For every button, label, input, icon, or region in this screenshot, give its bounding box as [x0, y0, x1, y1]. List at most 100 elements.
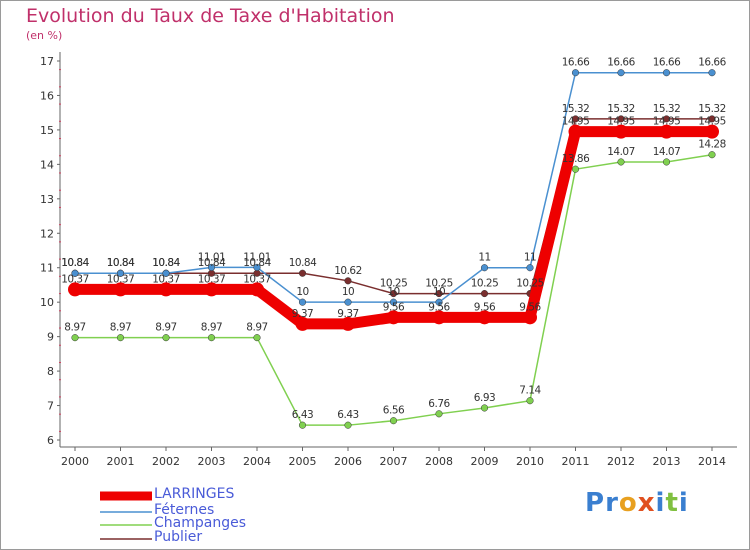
x-tick-label: 2003: [198, 455, 226, 468]
data-label: 10.25: [516, 278, 544, 290]
data-label: 6.43: [337, 409, 358, 421]
data-point: [659, 124, 674, 139]
data-point: [708, 151, 716, 159]
data-label: 14.95: [698, 116, 726, 128]
data-label: 10.25: [425, 278, 453, 290]
legend-swatch-feternes: [100, 511, 152, 513]
legend-swatch-larringes: [100, 491, 152, 501]
data-point: [432, 310, 446, 325]
x-tick-label: 2010: [516, 455, 544, 468]
data-label: 11: [478, 252, 490, 264]
y-tick-label: 14: [40, 158, 54, 171]
data-label: 15.32: [607, 103, 635, 115]
data-label: 10.84: [243, 257, 271, 269]
data-point: [571, 115, 580, 123]
data-point: [617, 158, 625, 166]
logo-letter: t: [665, 488, 679, 518]
data-label: 16.66: [653, 57, 681, 69]
data-point: [207, 263, 216, 271]
data-point: [253, 334, 261, 342]
legend-swatch-champanges: [100, 524, 152, 526]
legend-label-larringes: LARRINGES: [154, 486, 235, 502]
x-tick-label: 2014: [698, 455, 726, 468]
data-label: 9.56: [474, 301, 496, 313]
data-label: 10: [342, 286, 354, 298]
x-tick-label: 2001: [107, 455, 135, 468]
data-label: 8.97: [201, 322, 222, 334]
data-label: 10.84: [198, 257, 226, 269]
data-point: [116, 269, 125, 277]
data-label: 14.07: [607, 146, 635, 158]
data-label: 11.01: [243, 251, 271, 263]
data-point: [526, 264, 534, 272]
data-label: 10.84: [152, 257, 180, 269]
data-point: [389, 290, 398, 298]
data-point: [571, 165, 580, 173]
data-label: 10.84: [61, 257, 89, 269]
data-point: [159, 282, 173, 297]
logo-letter: i: [655, 488, 666, 518]
data-point: [71, 269, 79, 277]
data-label: 10.84: [289, 257, 317, 269]
x-tick-label: 2006: [334, 455, 362, 468]
y-tick-label: 13: [40, 193, 54, 206]
data-point: [116, 334, 125, 342]
data-point: [526, 397, 534, 405]
y-tick-label: 15: [40, 124, 54, 137]
data-label: 13.86: [562, 153, 590, 165]
data-point: [480, 290, 489, 298]
data-point: [68, 282, 82, 297]
data-label: 10.37: [107, 273, 135, 285]
y-tick-label: 16: [40, 89, 54, 102]
data-point: [435, 290, 443, 298]
data-label: 9.56: [428, 301, 450, 313]
x-tick-label: 2011: [562, 455, 590, 468]
y-tick-label: 6: [47, 434, 54, 447]
x-tick-label: 2007: [380, 455, 408, 468]
data-point: [162, 269, 170, 277]
logo-letter: x: [637, 488, 656, 518]
data-point: [705, 124, 719, 139]
y-tick-label: 12: [40, 227, 54, 240]
data-label: 10.37: [61, 273, 89, 285]
data-label: 15.32: [562, 103, 590, 115]
legend-label-publier: Publier: [154, 529, 203, 545]
data-point: [207, 334, 216, 342]
data-label: 14.95: [562, 116, 590, 128]
data-label: 16.66: [698, 57, 726, 69]
legend-label-feternes: Féternes: [154, 502, 215, 518]
data-point: [662, 158, 671, 166]
data-label: 11: [524, 252, 536, 264]
data-label: 14.95: [653, 116, 681, 128]
data-label: 10.37: [198, 273, 226, 285]
data-point: [480, 404, 489, 412]
data-label: 10.84: [107, 257, 135, 269]
data-label: 7.14: [519, 385, 541, 397]
data-label: 9.37: [337, 308, 358, 320]
y-tick-label: 11: [40, 262, 54, 275]
data-label: 10.84: [107, 257, 135, 269]
data-point: [253, 263, 261, 271]
data-point: [344, 298, 352, 306]
data-point: [708, 69, 716, 77]
y-tick-label: 9: [47, 331, 54, 344]
data-point: [298, 298, 307, 306]
data-label: 6.56: [383, 405, 405, 417]
data-label: 10.25: [380, 278, 408, 290]
data-point: [295, 316, 310, 331]
x-tick-label: 2004: [243, 455, 271, 468]
y-tick-label: 17: [40, 55, 54, 68]
x-tick-label: 2005: [289, 455, 317, 468]
x-tick-label: 2009: [471, 455, 499, 468]
data-label: 10.84: [61, 257, 89, 269]
data-point: [523, 310, 537, 325]
data-label: 6.93: [474, 392, 495, 404]
proxiti-logo: Proxiti: [585, 488, 689, 518]
data-label: 11.01: [198, 251, 226, 263]
data-label: 8.97: [110, 322, 131, 334]
data-label: 10.25: [471, 278, 499, 290]
data-point: [386, 310, 401, 325]
x-tick-label: 2002: [152, 455, 180, 468]
chart-title: Evolution du Taux de Taxe d'Habitation: [26, 5, 395, 27]
data-label: 10.37: [243, 273, 271, 285]
